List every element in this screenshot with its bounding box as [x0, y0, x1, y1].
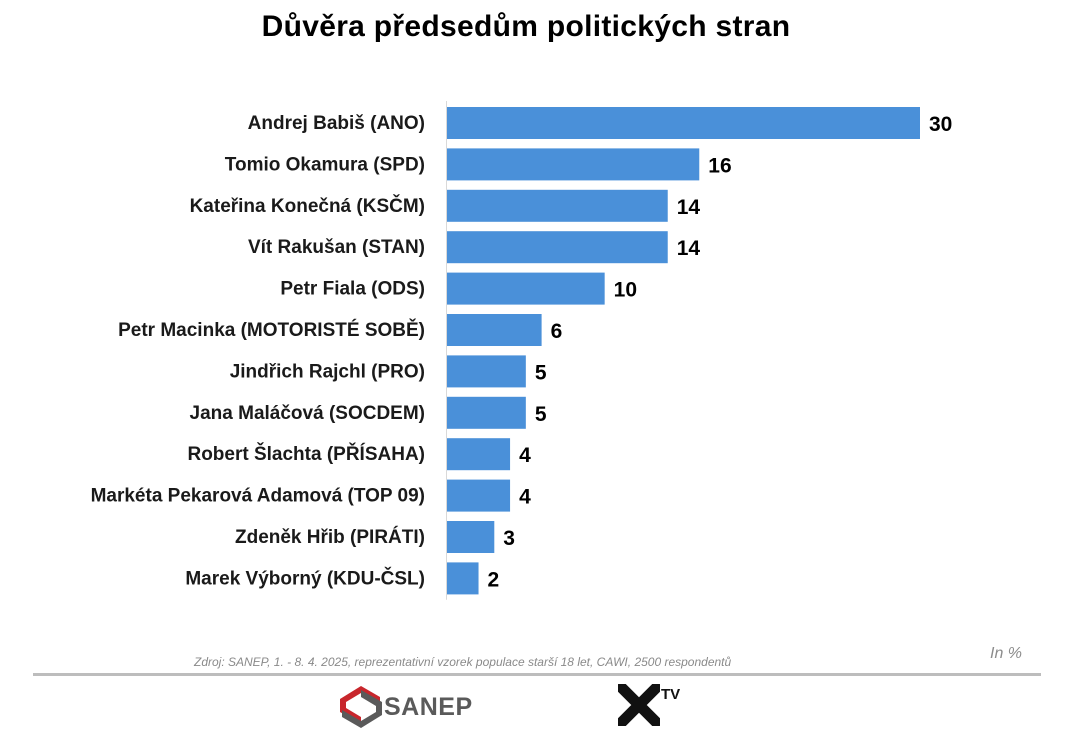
- category-label: Petr Macinka (MOTORISTÉ SOBĚ): [118, 319, 425, 341]
- category-label: Jana Maláčová (SOCDEM): [190, 403, 425, 424]
- bar: [447, 231, 668, 264]
- category-label: Tomio Okamura (SPD): [225, 154, 425, 175]
- unit-label: In %: [990, 645, 1023, 662]
- category-label: Petr Fiala (ODS): [280, 279, 425, 300]
- category-label: Andrej Babiš (ANO): [248, 113, 425, 134]
- value-label: 14: [677, 237, 701, 260]
- category-label: Zdeněk Hřib (PIRÁTI): [235, 526, 425, 548]
- sanep-logo-text: SANEP: [384, 692, 473, 721]
- bar: [447, 396, 526, 429]
- value-label: 5: [535, 403, 547, 426]
- value-label: 14: [677, 196, 701, 219]
- chart-title: Důvěra předsedům politických stran: [261, 10, 791, 43]
- value-label: 3: [503, 527, 515, 550]
- value-label: 2: [488, 568, 500, 591]
- category-label: Kateřina Konečná (KSČM): [190, 195, 425, 217]
- value-label: 10: [614, 279, 637, 302]
- bar: [447, 148, 700, 181]
- category-label: Jindřich Rajchl (PRO): [230, 361, 425, 382]
- bar: [447, 521, 495, 553]
- xtv-logo: TV: [618, 684, 680, 728]
- value-label: 6: [551, 320, 563, 343]
- value-label: 4: [519, 444, 531, 467]
- category-label: Markéta Pekarová Adamová (TOP 09): [91, 486, 425, 507]
- source-note: Zdroj: SANEP, 1. - 8. 4. 2025, reprezent…: [194, 655, 732, 669]
- value-label: 16: [708, 154, 731, 177]
- category-label: Vít Rakušan (STAN): [248, 237, 425, 258]
- bar: [447, 107, 920, 139]
- bar: [447, 314, 542, 346]
- category-label: Marek Výborný (KDU-ČSL): [185, 567, 425, 589]
- bar-chart: Andrej Babiš (ANO) 30 Tomio Okamura (SPD) 1…: [91, 101, 952, 600]
- value-label: 5: [535, 361, 547, 384]
- footer-divider: [33, 673, 1041, 676]
- bar: [447, 479, 511, 512]
- sanep-logo-icon: [340, 686, 382, 728]
- bar: [447, 562, 479, 595]
- sanep-logo: SANEP: [340, 683, 473, 731]
- bar: [447, 355, 526, 388]
- bar: [447, 189, 668, 222]
- value-label: 4: [519, 486, 531, 509]
- xtv-logo-text: TV: [661, 686, 681, 703]
- category-label: Robert Šlachta (PŘÍSAHA): [187, 443, 425, 465]
- bar: [447, 438, 511, 471]
- bar: [447, 272, 605, 305]
- x-icon: [618, 684, 660, 726]
- value-label: 30: [929, 113, 952, 136]
